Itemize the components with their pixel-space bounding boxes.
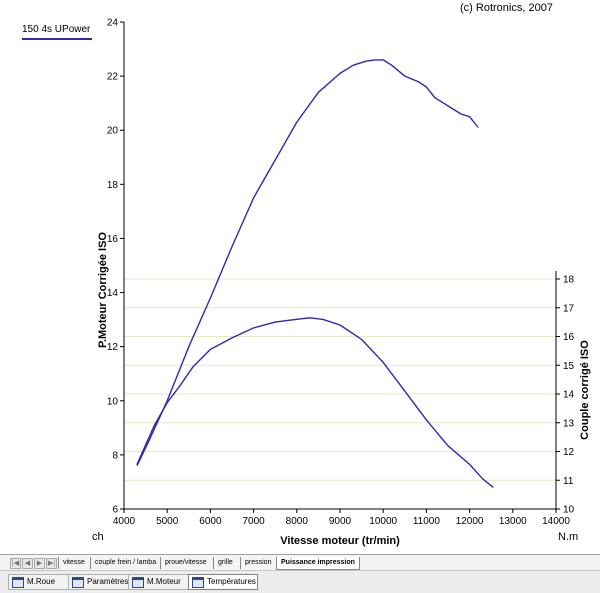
next-sheet-button[interactable]: ▶ <box>34 558 45 569</box>
y-right-tick-label: 14 <box>563 390 575 401</box>
x-tick-label: 8000 <box>286 516 309 527</box>
axes <box>123 22 557 510</box>
window-taskbar: M.Roue Paramètres M.Moteur Températures <box>0 570 600 593</box>
y-left-tick-label: 20 <box>107 126 119 137</box>
legend-label: 150 4s UPower <box>22 24 91 35</box>
x-tick-label: 9000 <box>329 516 352 527</box>
tick-labels: 4000 5000 6000 7000 8000 9000 10000 11000 12000 1… <box>107 18 575 528</box>
y-right-tick-label: 17 <box>563 303 575 314</box>
y-right-tick-label: 18 <box>563 275 575 286</box>
y-left-tick-label: 16 <box>107 234 119 245</box>
y-left-tick-label: 22 <box>107 72 119 83</box>
taskbar-parametres[interactable]: Paramètres <box>68 574 132 590</box>
unit-left-label: ch <box>92 531 104 543</box>
first-sheet-button[interactable]: |◀ <box>10 558 21 569</box>
y-right-tick-label: 15 <box>563 361 575 372</box>
last-sheet-button[interactable]: ▶| <box>46 558 57 569</box>
x-axis-title: Vitesse moteur (tr/min) <box>280 535 400 547</box>
series-lines <box>136 59 494 488</box>
taskbar-temperatures[interactable]: Températures <box>188 574 258 590</box>
x-tick-label: 6000 <box>199 516 222 527</box>
tab-puissance-impression[interactable]: Puissance impression <box>276 557 360 570</box>
taskbar-m-moteur-label: M.Moteur <box>147 577 181 586</box>
y-left-tick-label: 24 <box>107 18 119 29</box>
y-left-tick-label: 14 <box>107 288 119 299</box>
x-tick-label: 4000 <box>113 516 136 527</box>
x-tick-label: 7000 <box>242 516 265 527</box>
taskbar-m-moteur[interactable]: M.Moteur <box>128 574 192 590</box>
y-left-tick-label: 6 <box>112 505 118 516</box>
tab-proue-vitesse[interactable]: proue/vitesse <box>160 557 211 569</box>
window-icon <box>192 577 204 588</box>
y-right-tick-label: 16 <box>563 332 575 343</box>
window-icon <box>72 577 84 588</box>
y-right-tick-label: 12 <box>563 447 575 458</box>
y-right-tick-label: 13 <box>563 418 575 429</box>
tab-grille[interactable]: grille <box>213 557 237 569</box>
sheet-tab-bar: |◀ ◀ ▶ ▶| vitesse couple frein / lamba p… <box>0 554 600 571</box>
chart-area: 4000 5000 6000 7000 8000 9000 10000 11000 12000 1… <box>97 18 591 548</box>
tab-pression[interactable]: pression <box>240 557 275 569</box>
x-tick-label: 5000 <box>156 516 179 527</box>
x-tick-label: 11000 <box>413 516 441 527</box>
taskbar-parametres-label: Paramètres <box>87 577 129 586</box>
tab-couple-frein-lamba[interactable]: couple frein / lamba <box>90 557 160 569</box>
y-right-tick-label: 11 <box>563 476 574 487</box>
taskbar-temperatures-label: Températures <box>207 577 256 586</box>
legend-line <box>22 38 92 40</box>
taskbar-m-roue[interactable]: M.Roue <box>8 574 72 590</box>
unit-right-label: N.m <box>558 531 579 543</box>
tab-vitesse[interactable]: vitesse <box>58 557 89 569</box>
y-left-tick-label: 18 <box>107 180 119 191</box>
y-left-tick-label: 10 <box>107 396 119 407</box>
taskbar-m-roue-label: M.Roue <box>27 577 56 586</box>
copyright-text: (c) Rotronics, 2007 <box>460 2 553 14</box>
window-icon <box>132 577 144 588</box>
puissance-series-line <box>136 59 479 467</box>
x-tick-label: 12000 <box>456 516 484 527</box>
grid-lines <box>124 278 556 510</box>
prev-sheet-button[interactable]: ◀ <box>22 558 33 569</box>
window-icon <box>12 577 24 588</box>
y-left-tick-label: 8 <box>112 450 118 461</box>
y-left-tick-label: 12 <box>107 342 119 353</box>
y-left-axis-title: P.Moteur Corrigée ISO <box>97 232 109 348</box>
x-tick-label: 10000 <box>369 516 397 527</box>
y-right-axis-title: Couple corrigé ISO <box>579 340 591 440</box>
y-right-tick-label: 10 <box>563 505 575 516</box>
couple-series-line <box>136 317 494 488</box>
x-tick-label: 13000 <box>499 516 527 527</box>
x-tick-label: 14000 <box>542 516 570 527</box>
